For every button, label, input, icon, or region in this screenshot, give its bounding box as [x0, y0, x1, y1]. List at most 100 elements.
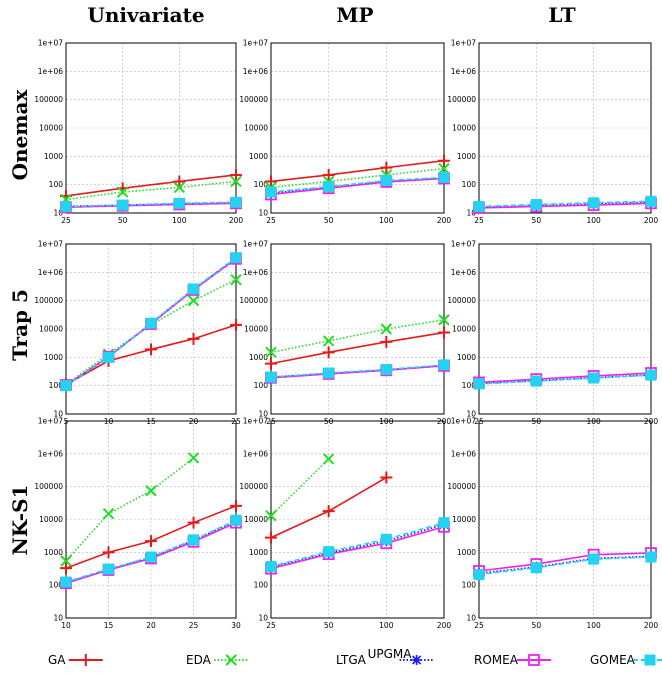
- point-gomea: [265, 371, 277, 383]
- point-eda: [102, 508, 115, 520]
- x-tick-label: 25: [266, 216, 276, 225]
- y-tick-label: 1e+07: [38, 417, 63, 426]
- series-line-romea: [270, 526, 445, 570]
- y-tick-label: 100: [462, 180, 477, 189]
- legend-marker-romea: [528, 654, 540, 666]
- point-eda: [230, 273, 242, 286]
- point-gomea: [323, 181, 335, 193]
- point-ga: [322, 505, 335, 518]
- y-tick-label: 100000: [447, 95, 476, 104]
- point-eda: [230, 175, 242, 188]
- point-ga: [380, 471, 393, 484]
- plot-frame: [478, 42, 652, 214]
- x-tick-label: 50: [118, 216, 128, 225]
- series-line-ga: [65, 174, 237, 197]
- point-gomea: [645, 551, 657, 563]
- point-ga: [230, 499, 242, 512]
- column-title-univariate: Univariate: [87, 3, 204, 27]
- series-line-gomea: [270, 364, 445, 378]
- point-gomea: [645, 369, 657, 381]
- x-tick-label: 50: [324, 621, 334, 630]
- y-tick-label: 1e+07: [243, 240, 268, 249]
- point-gomea: [60, 200, 72, 212]
- plot-frame: [478, 420, 652, 619]
- point-gomea: [60, 576, 72, 588]
- x-tick-label: 25: [474, 621, 484, 630]
- point-gomea: [265, 561, 277, 573]
- y-tick-label: 100: [254, 180, 269, 189]
- panel-onemax-univariate: 10 100 1000 10000 100000 1e+06 1e+07 25 50 100 200: [34, 39, 243, 226]
- x-tick-label: 100: [587, 621, 602, 630]
- point-eda: [60, 555, 72, 567]
- y-tick-label: 100000: [239, 296, 268, 305]
- point-gomea: [530, 198, 542, 210]
- y-tick-label: 100000: [447, 482, 476, 491]
- y-tick-label: 10: [53, 209, 63, 218]
- x-tick-label: 100: [379, 216, 394, 225]
- y-tick-label: 10000: [39, 515, 63, 524]
- y-tick-label: 1e+07: [38, 240, 63, 249]
- y-tick-label: 10000: [39, 325, 63, 334]
- point-ga: [438, 326, 450, 339]
- row-title-onemax: Onemax: [8, 89, 32, 181]
- y-tick-label: 100000: [34, 296, 63, 305]
- y-tick-label: 1000: [249, 548, 268, 557]
- y-tick-label: 1000: [249, 353, 268, 362]
- series-line-gomea: [478, 556, 652, 576]
- y-tick-label: 1000: [457, 548, 476, 557]
- x-tick-label: 25: [474, 216, 484, 225]
- legend-label-ltga: LTGA: [336, 653, 367, 667]
- point-ga: [322, 346, 335, 359]
- y-tick-label: 1e+07: [243, 39, 268, 48]
- panel-nk-s1-lt: 10 100 1000 10000 100000 1e+06 1e+07 25 50 100 200: [447, 417, 658, 631]
- point-ga: [187, 332, 200, 345]
- legend-label-ga: GA: [48, 653, 66, 667]
- series-line-ga: [270, 159, 445, 183]
- y-tick-label: 100: [462, 581, 477, 590]
- y-tick-label: 100000: [239, 95, 268, 104]
- y-tick-label: 10: [258, 410, 268, 419]
- point-gomea: [145, 551, 157, 563]
- series-line-romea: [478, 372, 652, 384]
- y-tick-label: 10000: [452, 515, 476, 524]
- panel-nk-s1-mp: 10 100 1000 10000 100000 1e+06 1e+07 25 50 100 200: [239, 417, 451, 631]
- legend: GA EDA LTGA UPGMA ROMEA GOMEA: [48, 647, 662, 667]
- point-eda: [322, 335, 335, 347]
- y-tick-label: 10000: [244, 515, 268, 524]
- panel-nk-s1-univariate: 10 100 1000 10000 100000 1e+06 1e+07 10 15 20 25 30: [34, 417, 242, 630]
- point-gomea: [438, 359, 450, 371]
- point-ga: [265, 357, 277, 370]
- y-tick-label: 100000: [447, 296, 476, 305]
- y-tick-label: 1000: [44, 152, 63, 161]
- legend-marker-ga: [79, 654, 92, 666]
- y-tick-label: 1e+07: [451, 39, 476, 48]
- series-line-eda: [65, 278, 237, 386]
- y-tick-label: 100: [254, 581, 269, 590]
- point-gomea: [530, 375, 542, 387]
- point-gomea: [230, 196, 242, 208]
- point-eda: [438, 162, 450, 175]
- point-gomea: [265, 186, 277, 198]
- y-tick-label: 1000: [44, 353, 63, 362]
- point-gomea: [117, 199, 129, 211]
- x-tick-label: 20: [146, 621, 156, 630]
- y-tick-label: 1e+07: [451, 417, 476, 426]
- series-line-romea: [270, 177, 445, 196]
- point-ga: [265, 175, 277, 188]
- point-gomea: [188, 534, 199, 546]
- point-ga: [102, 546, 115, 559]
- x-tick-label: 200: [229, 216, 244, 225]
- point-ga: [145, 535, 157, 548]
- y-tick-label: 100: [49, 581, 64, 590]
- column-title-mp: MP: [336, 3, 373, 27]
- point-ga: [187, 516, 200, 529]
- legend-marker-ltga: [411, 655, 422, 665]
- y-tick-label: 100: [254, 381, 269, 390]
- row-title-nks1: NK-S1: [8, 485, 32, 556]
- plot-frame: [65, 42, 237, 214]
- point-eda: [322, 453, 335, 465]
- legend-label-romea: ROMEA: [474, 653, 519, 667]
- point-gomea: [103, 351, 114, 363]
